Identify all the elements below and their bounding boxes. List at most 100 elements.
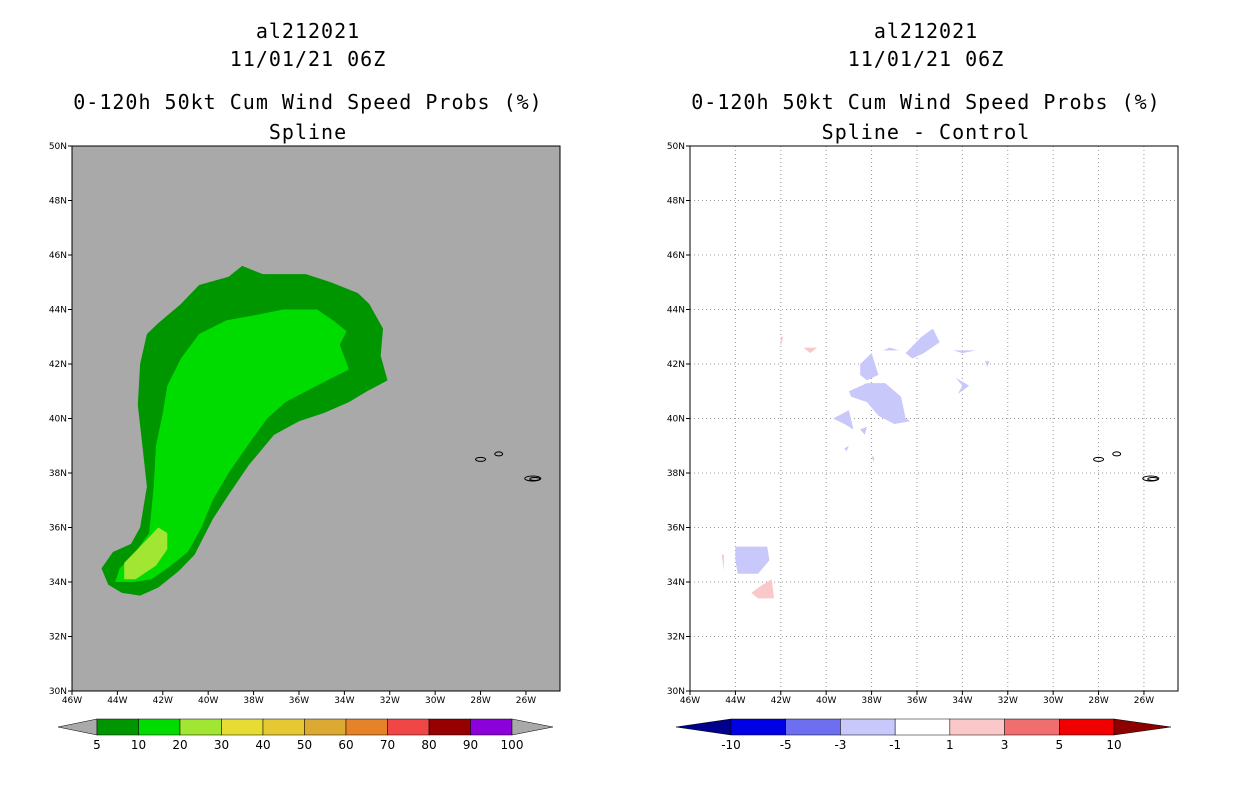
y-tick-label: 34N (667, 578, 685, 588)
legend-label: 1 (946, 738, 954, 752)
panel-1-variant-title: Spline (268, 120, 348, 144)
y-tick-label: 34N (49, 578, 67, 588)
x-tick-label: 42W (153, 696, 173, 706)
coastline-island-3 (524, 475, 542, 482)
legend-label: -3 (834, 738, 846, 752)
y-tick-label: 38N (667, 469, 685, 479)
legend-swatch (96, 718, 139, 736)
y-tick-label: 32N (49, 633, 67, 643)
legend-label: 5 (1055, 738, 1063, 752)
x-tick-label: 40W (198, 696, 218, 706)
legend-label: 90 (463, 738, 478, 752)
x-tick-label: 30W (1043, 696, 1063, 706)
legend-swatch (179, 718, 222, 736)
contour--3-to--1-2 (882, 347, 899, 351)
y-tick-label: 40N (667, 415, 685, 425)
y-tick-label: 32N (667, 633, 685, 643)
contour-1-to-3-13 (803, 347, 818, 354)
coastline-island-3-inner (529, 476, 541, 481)
contour--3-to--1-4 (953, 350, 976, 354)
contour-10-20-1 (115, 309, 349, 582)
legend-label: -10 (721, 738, 741, 752)
panel-2-product-title: 0-120h 50kt Cum Wind Speed Probs (%) (691, 90, 1161, 114)
legend-label: 30 (214, 738, 229, 752)
y-tick-label: 38N (49, 469, 67, 479)
x-tick-label: 36W (289, 696, 309, 706)
legend-label: 10 (131, 738, 146, 752)
contour--3-to--1-9 (844, 445, 849, 452)
coastline-island-2 (494, 451, 504, 457)
panel-2-variant-title: Spline - Control (821, 120, 1031, 144)
legend-swatch (428, 718, 471, 736)
panel-1-product-title: 0-120h 50kt Cum Wind Speed Probs (%) (73, 90, 543, 114)
coastline-island-3 (1142, 475, 1160, 482)
legend-swatch (304, 718, 347, 736)
panel-1-plot: 46W 44W 42W 40W 38W 36W 34W 32W 30W 28W 26W 30N 32N 3… (49, 142, 561, 706)
legend-swatch (785, 718, 841, 736)
contour--3-to--1-11 (735, 546, 770, 574)
coastline-island-2 (1112, 451, 1122, 457)
x-tick-label: 38W (243, 696, 263, 706)
legend-label: 10 (1106, 738, 1121, 752)
contour--3-to--1-6 (955, 377, 970, 394)
x-tick-label: 38W (861, 696, 881, 706)
x-tick-label: 26W (1134, 696, 1154, 706)
x-tick-label: 28W (1088, 696, 1108, 706)
x-tick-label: 34W (952, 696, 972, 706)
y-tick-label: 36N (667, 524, 685, 534)
legend-arrow-left (675, 718, 732, 736)
legend-label: -5 (780, 738, 792, 752)
x-tick-label: 26W (516, 696, 536, 706)
x-tick-label: 44W (725, 696, 745, 706)
legend-arrow-right (1113, 718, 1172, 736)
panel-2-datetime: 11/01/21 06Z (847, 47, 1005, 71)
y-tick-label: 44N (49, 306, 67, 316)
contour-1-to-3-14 (721, 554, 724, 572)
y-tick-label: 46N (667, 251, 685, 261)
legend-label: -1 (889, 738, 901, 752)
y-tick-label: 48N (49, 197, 67, 207)
contour--3-to--1-5 (985, 361, 990, 367)
legend-label: 60 (338, 738, 353, 752)
x-tick-label: 32W (380, 696, 400, 706)
legend-swatch (840, 718, 896, 736)
legend-swatch (894, 718, 951, 736)
legend-swatch (730, 718, 786, 736)
legend-swatch (138, 718, 181, 736)
x-tick-label: 42W (771, 696, 791, 706)
x-tick-label: 46W (680, 696, 700, 706)
coastline-island-1 (1093, 456, 1105, 462)
y-tick-label: 44N (667, 306, 685, 316)
contour-20-30-2 (124, 527, 168, 580)
legend-label: 3 (1001, 738, 1009, 752)
legend-swatch (221, 718, 264, 736)
legend-swatch (262, 718, 305, 736)
contour--3-to--1-3 (905, 328, 940, 359)
legend-swatch (949, 718, 1005, 736)
legend-arrow-right (511, 718, 554, 736)
y-tick-label: 30N (667, 687, 685, 697)
panel-1-legend: 5 10 20 30 40 50 60 70 80 90 100 (57, 718, 554, 752)
legend-label: 50 (297, 738, 312, 752)
legend-swatch (387, 718, 430, 736)
legend-label: 100 (501, 738, 524, 752)
y-tick-label: 42N (49, 360, 67, 370)
y-tick-label: 50N (49, 142, 67, 152)
legend-label: 5 (93, 738, 101, 752)
legend-swatch (345, 718, 388, 736)
contour-1-to-3-12 (780, 336, 784, 348)
legend-label: 70 (380, 738, 395, 752)
x-tick-label: 30W (425, 696, 445, 706)
x-tick-label: 34W (334, 696, 354, 706)
y-tick-label: 46N (49, 251, 67, 261)
legend-arrow-left (57, 718, 98, 736)
x-tick-label: 44W (107, 696, 127, 706)
x-tick-label: 46W (62, 696, 82, 706)
panel-1-datetime: 11/01/21 06Z (229, 47, 387, 71)
legend-swatch (470, 718, 513, 736)
contour--3-to--1-0 (848, 383, 911, 424)
panel-2-storm-id: al212021 (873, 19, 979, 43)
y-tick-label: 30N (49, 687, 67, 697)
legend-label: 40 (255, 738, 270, 752)
